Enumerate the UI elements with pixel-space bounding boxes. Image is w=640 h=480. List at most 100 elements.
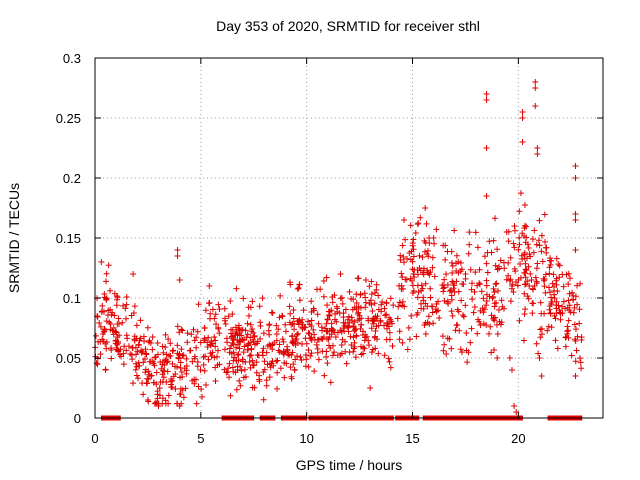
data-point	[507, 254, 514, 261]
data-point	[551, 295, 558, 302]
data-point	[236, 327, 243, 334]
data-point	[307, 352, 314, 359]
data-point	[474, 244, 481, 251]
data-point	[283, 328, 290, 335]
data-point	[371, 289, 378, 296]
data-point	[429, 264, 436, 271]
data-point	[382, 312, 389, 319]
data-point	[532, 79, 539, 85]
data-point	[102, 367, 109, 373]
data-point	[472, 229, 479, 236]
data-point	[577, 359, 584, 366]
data-point	[331, 349, 338, 356]
data-point	[268, 309, 275, 316]
data-point	[111, 312, 118, 319]
data-point	[135, 341, 142, 348]
data-point	[198, 386, 205, 393]
data-point	[315, 356, 322, 363]
data-point	[230, 341, 237, 348]
data-point	[268, 342, 275, 349]
data-point	[149, 346, 156, 353]
data-point	[507, 298, 514, 305]
data-point	[516, 234, 523, 241]
data-point	[441, 341, 448, 348]
data-point	[511, 244, 518, 251]
data-point	[384, 319, 391, 326]
data-point	[92, 332, 99, 339]
data-point	[160, 374, 167, 381]
data-point	[276, 349, 283, 356]
data-point	[578, 336, 585, 343]
data-point	[429, 309, 436, 316]
data-point	[491, 303, 498, 310]
data-point	[206, 299, 213, 306]
data-point	[194, 358, 201, 365]
data-point	[525, 295, 532, 302]
data-point	[419, 254, 426, 261]
data-point	[176, 403, 183, 409]
data-point	[193, 344, 200, 351]
data-point	[490, 346, 497, 353]
data-point	[178, 346, 185, 353]
data-point	[548, 324, 555, 331]
data-point	[546, 270, 553, 277]
data-point	[540, 275, 547, 282]
data-point	[151, 362, 158, 369]
data-point	[474, 330, 481, 337]
data-point	[414, 294, 421, 301]
data-point	[521, 201, 528, 208]
data-point	[314, 345, 321, 352]
data-point	[208, 353, 215, 360]
data-point	[141, 338, 148, 345]
data-point	[522, 270, 529, 277]
data-point	[123, 301, 130, 308]
data-point	[181, 365, 188, 372]
data-point	[360, 344, 367, 351]
data-point	[538, 331, 545, 338]
data-point	[189, 358, 196, 365]
data-point	[179, 327, 186, 334]
data-point	[470, 309, 477, 316]
x-tick-label: 0	[91, 431, 98, 446]
data-point	[414, 221, 421, 228]
data-point	[345, 328, 352, 335]
data-point	[155, 403, 162, 409]
data-point	[324, 360, 331, 367]
data-point	[441, 297, 448, 304]
data-point	[565, 281, 572, 288]
data-point	[415, 220, 422, 227]
data-point	[559, 271, 566, 278]
data-point	[352, 354, 359, 361]
data-point	[450, 279, 457, 286]
data-point	[542, 289, 549, 296]
data-point	[170, 347, 177, 354]
data-point	[107, 321, 114, 328]
data-point	[294, 353, 301, 360]
data-point	[411, 273, 418, 280]
data-point	[448, 259, 455, 266]
data-point	[399, 339, 406, 346]
data-point	[149, 358, 156, 365]
data-point	[547, 261, 554, 268]
data-point	[390, 302, 397, 309]
data-point	[326, 311, 333, 318]
data-point	[483, 277, 490, 284]
data-point	[123, 347, 130, 354]
data-point	[207, 341, 214, 348]
data-point	[469, 296, 476, 303]
data-point	[361, 345, 368, 352]
data-point	[138, 349, 145, 356]
data-point	[322, 325, 329, 332]
data-point	[298, 319, 305, 326]
data-point	[199, 393, 206, 400]
data-point	[234, 337, 241, 344]
data-point	[108, 355, 115, 362]
data-point	[559, 303, 566, 310]
data-point	[297, 353, 304, 360]
data-point	[551, 291, 558, 298]
data-point	[373, 281, 380, 288]
data-point	[153, 381, 160, 388]
data-point	[351, 339, 358, 346]
data-point	[95, 338, 102, 345]
x-tick-labels: 0 5 10 15 20	[91, 431, 525, 446]
